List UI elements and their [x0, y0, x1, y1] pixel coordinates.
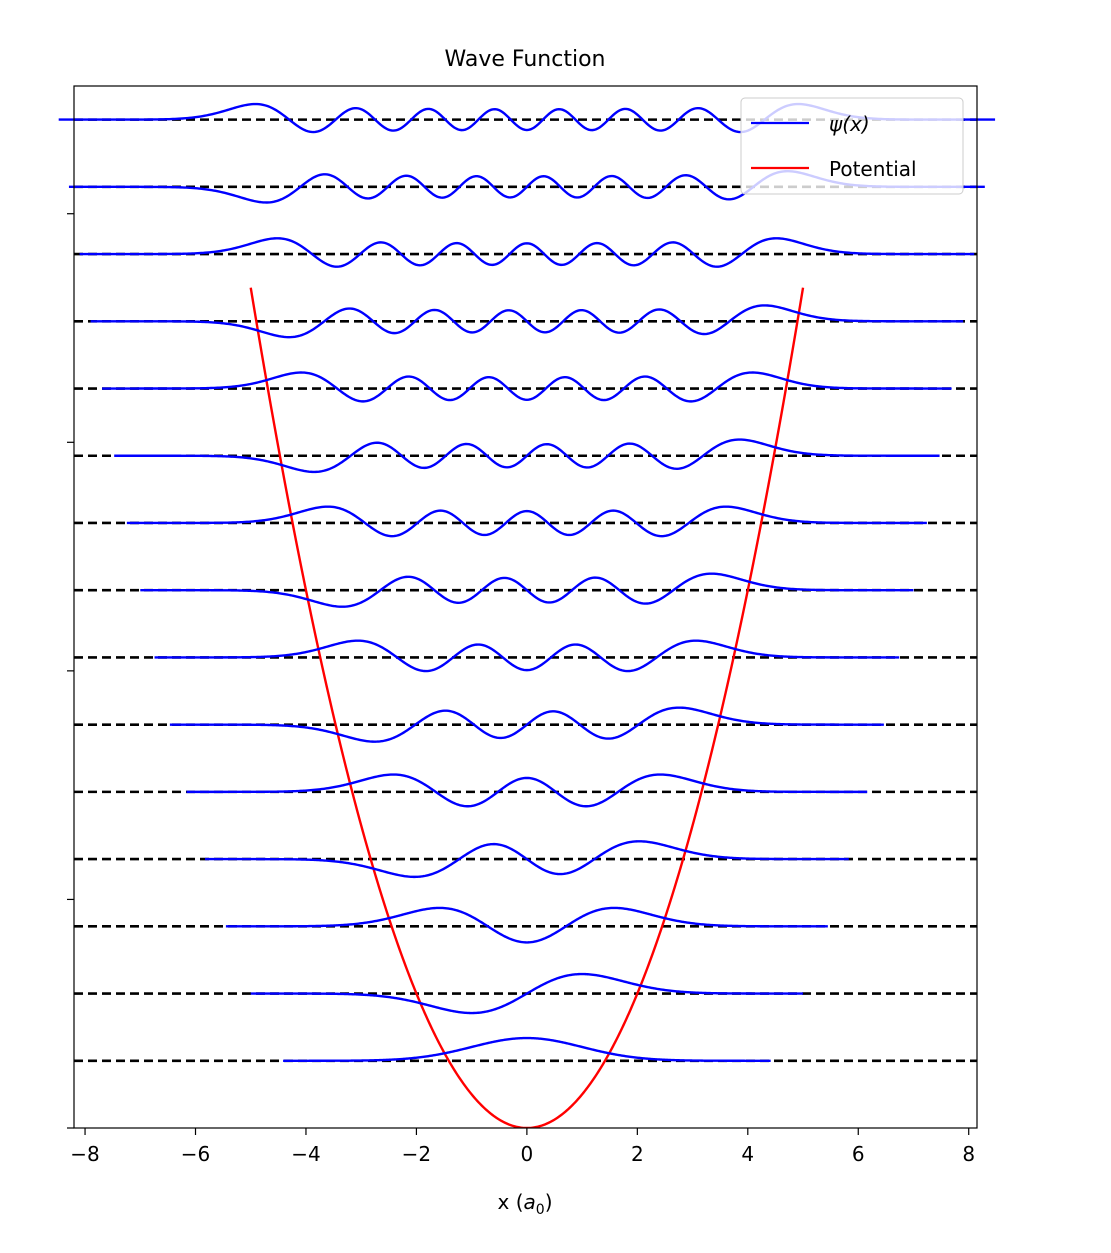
wavefunction-curve-n4 — [186, 773, 868, 808]
x-tick-label: 0 — [521, 1142, 534, 1166]
x-axis-ticks: −8 −6 −4 −2 0 2 4 6 8 — [70, 1128, 975, 1166]
y-axis-ticks — [67, 213, 74, 1129]
x-tick-label: 2 — [631, 1142, 644, 1166]
potential-curve — [249, 287, 805, 1128]
wavefunction-curve-n12 — [79, 237, 975, 268]
potential-series — [249, 287, 805, 1128]
wavefunction-curve-n0 — [283, 1036, 771, 1062]
x-tick-label: −8 — [70, 1142, 99, 1166]
wavefunction-curve-n2 — [225, 906, 828, 944]
x-tick-label: 6 — [852, 1142, 865, 1166]
x-axis-label-close: ) — [545, 1190, 553, 1214]
x-axis-label-subscript: 0 — [536, 1202, 545, 1218]
wavefunction-curve-n3 — [204, 840, 849, 879]
wavefunction-curve-n1 — [250, 972, 804, 1015]
legend: ψ(x) Potential — [740, 97, 964, 195]
x-tick-label: 8 — [962, 1142, 975, 1166]
wavefunction-series — [58, 102, 996, 1062]
wavefunction-curve-n10 — [102, 371, 952, 403]
wavefunction-curve-n8 — [126, 505, 927, 538]
x-tick-label: −4 — [291, 1142, 320, 1166]
plot-frame — [73, 85, 978, 1129]
x-tick-label: 4 — [741, 1142, 754, 1166]
wavefunction-curve-n9 — [114, 438, 940, 474]
wavefunction-curve-n5 — [169, 706, 884, 743]
x-tick-label: −6 — [181, 1142, 210, 1166]
wavefunction-curve-n6 — [154, 639, 900, 673]
x-axis-label-main: x ( — [498, 1190, 524, 1214]
legend-potential-label: Potential — [829, 157, 917, 181]
x-axis-label: x (a0) — [498, 1190, 553, 1218]
legend-wavefunction-label: ψ(x) — [829, 112, 870, 136]
x-axis-label-symbol: a — [524, 1190, 536, 1214]
wavefunction-curve-n7 — [140, 572, 914, 608]
chart-title: Wave Function — [445, 47, 606, 72]
x-tick-label: −2 — [402, 1142, 431, 1166]
wavefunction-curve-n11 — [90, 304, 964, 339]
